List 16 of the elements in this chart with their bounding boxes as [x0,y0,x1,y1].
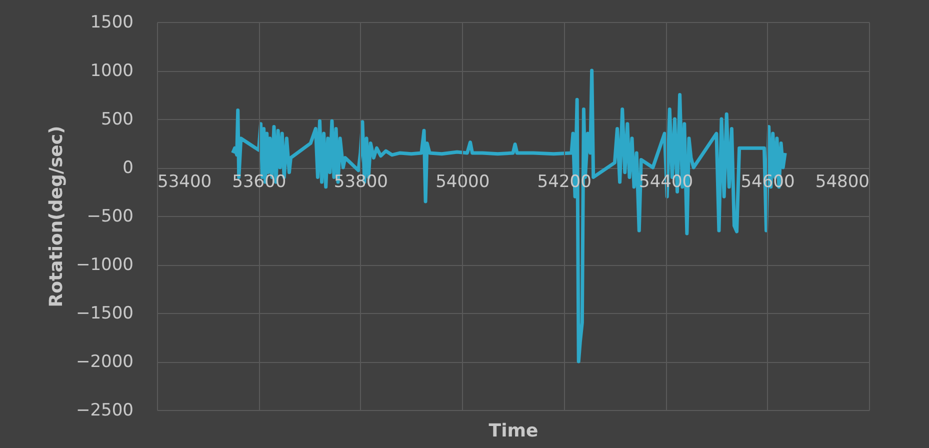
x-tick-label: 54800 [815,172,870,192]
y-tick-label: 1000 [90,61,134,81]
y-tick-label: −1500 [76,304,134,324]
y-axis-title: Rotation(deg/sec) [46,126,67,308]
y-tick-label: 500 [101,110,134,130]
x-tick-label: 53800 [334,172,388,192]
x-tick-label: 53400 [158,172,212,192]
x-tick-label: 53600 [232,172,286,192]
y-tick-label: 0 [122,158,134,178]
x-axis-title: Time [488,420,538,442]
y-tick-label: −500 [86,206,134,226]
y-tick-label: 1500 [90,12,134,32]
y-tick-label: −2500 [76,400,134,420]
x-tick-label: 54000 [436,172,490,192]
y-tick-label: −1000 [76,255,134,275]
y-tick-label: −2000 [76,352,134,372]
